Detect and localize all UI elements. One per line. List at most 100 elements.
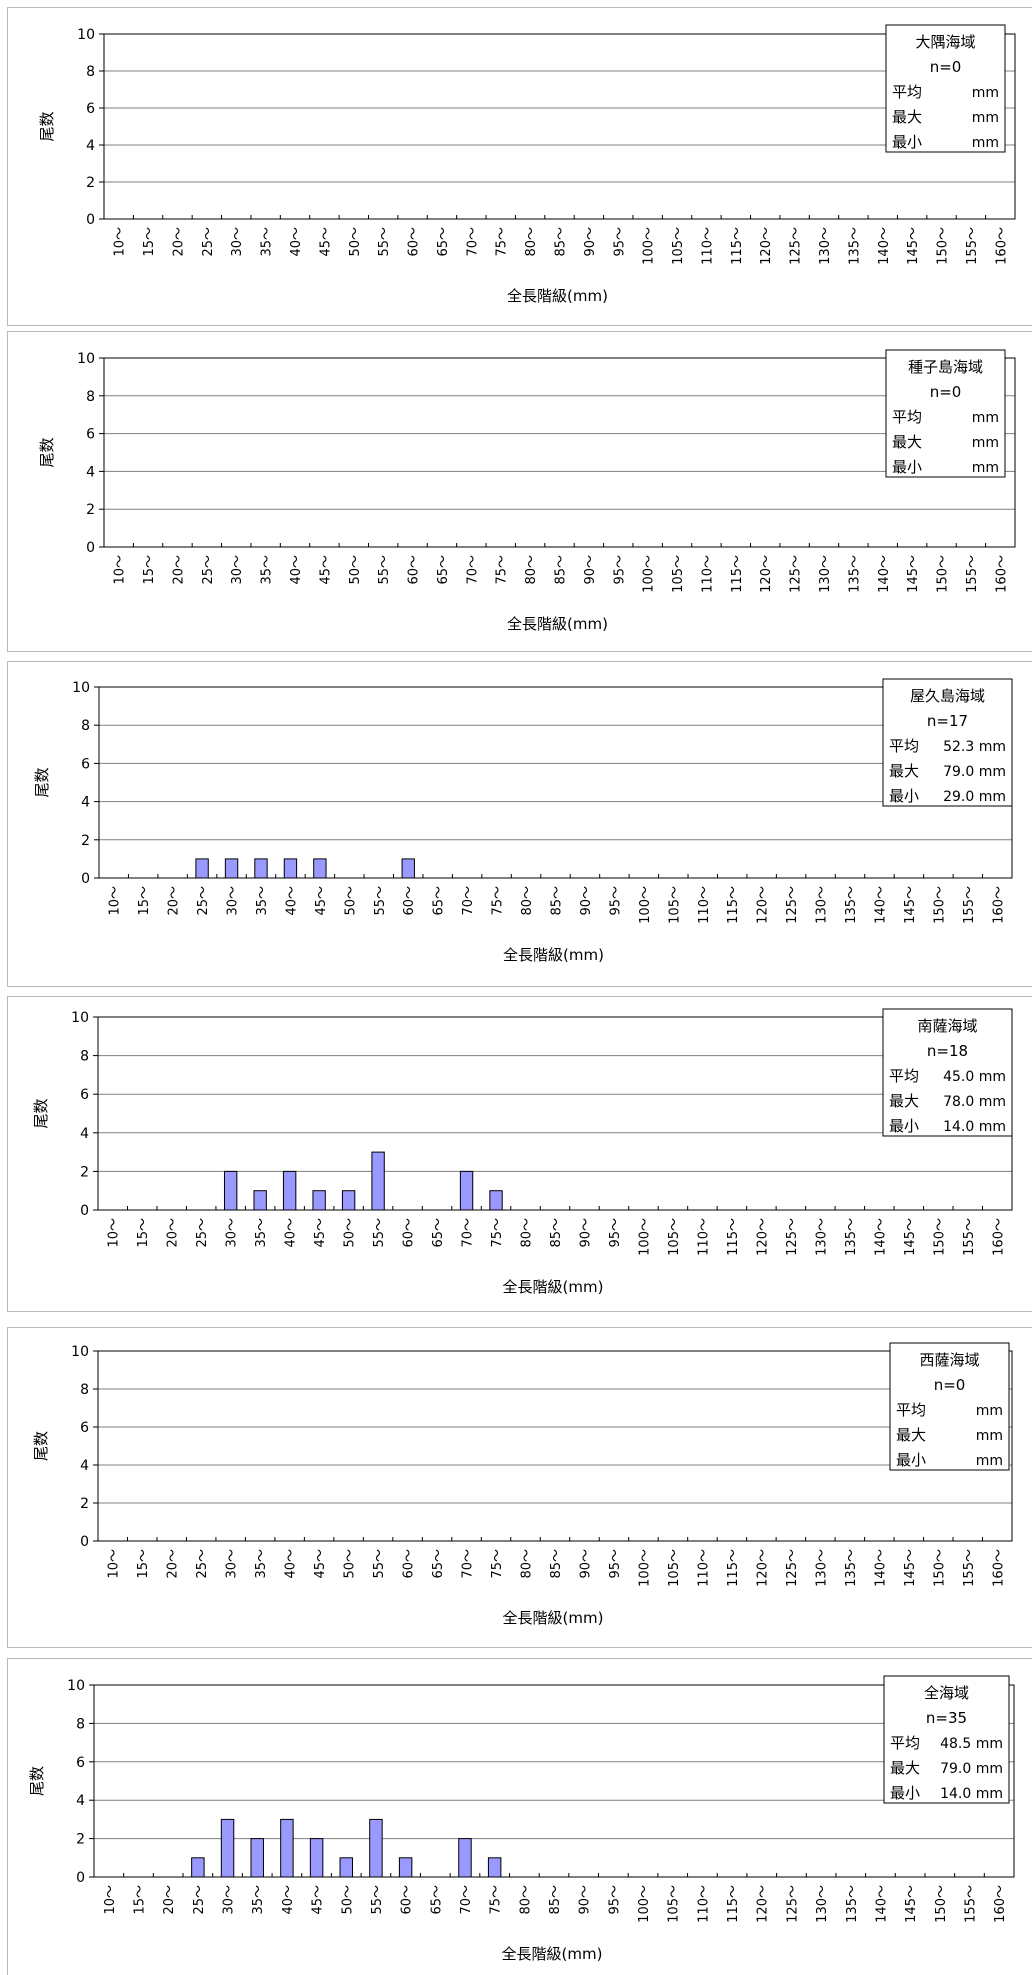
mean-value: mm	[972, 410, 999, 426]
chart-panel-4: 0 2 4 6 8 10 10～ 15～ 20～ 25～ 30～ 35～ 40～ 45～ 50～ 55～ 60～…	[7, 996, 1032, 1312]
x-tick-label: 90～	[583, 555, 598, 585]
y-tick-label: 4	[80, 1458, 89, 1474]
region-name: 南薩海域	[917, 1017, 977, 1035]
x-tick-label: 155～	[965, 227, 980, 265]
x-tick-label: 85～	[548, 1885, 563, 1915]
x-axis-title: 全長階級(mm)	[503, 946, 604, 964]
x-tick-label: 45～	[313, 1218, 328, 1248]
max-label: 最大	[892, 108, 922, 126]
y-tick-label: 6	[76, 1755, 85, 1771]
x-tick-label: 85～	[549, 1549, 564, 1579]
x-tick-label: 50～	[343, 886, 358, 916]
x-tick-label: 90～	[578, 1549, 593, 1579]
mean-value: mm	[972, 85, 999, 101]
x-tick-label: 95～	[608, 886, 623, 916]
x-tick-label: 125～	[785, 886, 800, 924]
x-tick-label: 95～	[608, 1549, 623, 1579]
panel-frame	[7, 331, 1032, 652]
x-tick-label: 120～	[756, 1885, 771, 1923]
x-tick-label: 20～	[167, 886, 182, 916]
x-tick-label: 160～	[991, 1549, 1006, 1587]
panel-frame	[7, 1327, 1032, 1648]
x-tick-label: 100～	[637, 1549, 652, 1587]
x-tick-label: 70～	[461, 886, 476, 916]
x-tick-label: 120～	[759, 555, 774, 593]
stats-box: 大隅海域 n=0 平均 mm 最大 mm 最小 mm	[885, 24, 1006, 153]
x-tick-label: 25～	[195, 1218, 210, 1248]
y-axis-title: 尾数	[38, 111, 56, 141]
x-tick-label: 15～	[133, 1885, 148, 1915]
stats-box: 全海域 n=35 平均 48.5 mm 最大 79.0 mm 最小 14.0 mm	[883, 1675, 1010, 1804]
x-tick-label: 150～	[936, 227, 951, 265]
y-tick-label: 10	[67, 1678, 85, 1694]
x-tick-label: 160～	[993, 1885, 1008, 1923]
mean-label: 平均	[892, 408, 922, 426]
y-tick-label: 10	[77, 27, 95, 43]
x-tick-label: 50～	[343, 1218, 358, 1248]
max-label: 最大	[889, 762, 919, 780]
x-tick-label: 100～	[642, 227, 657, 265]
x-tick-label: 130～	[814, 1218, 829, 1256]
bar-30～	[224, 858, 239, 879]
x-tick-label: 35～	[260, 555, 275, 585]
mean-label: 平均	[892, 83, 922, 101]
x-tick-label: 145～	[904, 1885, 919, 1923]
x-tick-label: 160～	[994, 555, 1009, 593]
x-tick-label: 45～	[318, 555, 333, 585]
x-tick-label: 125～	[785, 1885, 800, 1923]
x-tick-label: 20～	[162, 1885, 177, 1915]
y-tick-label: 10	[72, 680, 90, 696]
stats-box-frame	[885, 349, 1006, 478]
x-tick-label: 60～	[407, 227, 422, 257]
x-tick-label: 100～	[637, 1885, 652, 1923]
bar-35～	[253, 1190, 267, 1211]
x-tick-label: 15～	[137, 886, 152, 916]
x-tick-label: 35～	[260, 227, 275, 257]
max-value: 78.0 mm	[943, 1094, 1006, 1110]
x-tick-label: 75～	[495, 227, 510, 257]
region-name: 屋久島海域	[910, 687, 985, 705]
y-tick-label: 10	[77, 351, 95, 367]
plot-area	[97, 1350, 1013, 1542]
x-tick-label: 25～	[196, 886, 211, 916]
x-tick-label: 75～	[495, 555, 510, 585]
region-name: 全海域	[924, 1684, 969, 1702]
bar-30～	[220, 1818, 235, 1878]
x-tick-label: 70～	[459, 1885, 474, 1915]
x-tick-label: 150～	[932, 886, 947, 924]
x-tick-label: 125～	[785, 1218, 800, 1256]
y-tick-label: 4	[86, 464, 95, 480]
bar-50～	[341, 1190, 356, 1211]
x-tick-label: 70～	[465, 555, 480, 585]
x-tick-label: 135～	[847, 555, 862, 593]
stats-box-frame	[885, 24, 1006, 153]
x-tick-label: 145～	[906, 555, 921, 593]
x-axis-title: 全長階級(mm)	[503, 1278, 604, 1296]
y-tick-label: 4	[86, 138, 95, 154]
chart-panel-5: 0 2 4 6 8 10 10～ 15～ 20～ 25～ 30～ 35～ 40～ 45～ 50～ 55～ 60～…	[7, 1327, 1032, 1648]
x-tick-label: 30～	[230, 227, 245, 257]
x-tick-label: 85～	[554, 227, 569, 257]
x-tick-label: 40～	[289, 555, 304, 585]
x-tick-label: 110～	[697, 886, 712, 924]
x-tick-label: 10～	[113, 227, 128, 257]
stats-box-frame	[889, 1342, 1010, 1471]
x-tick-label: 50～	[343, 1549, 358, 1579]
x-tick-label: 115～	[726, 1549, 741, 1587]
x-tick-label: 15～	[136, 1218, 151, 1248]
x-axis-title: 全長階級(mm)	[507, 615, 608, 633]
bar-60～	[398, 1857, 413, 1878]
max-label: 最大	[889, 1092, 919, 1110]
y-tick-label: 0	[76, 1870, 85, 1886]
y-tick-label: 6	[80, 1420, 89, 1436]
y-axis-title: 尾数	[32, 1098, 50, 1128]
x-tick-label: 110～	[696, 1218, 711, 1256]
x-tick-label: 110～	[700, 227, 715, 265]
y-tick-label: 8	[86, 64, 95, 80]
x-tick-label: 160～	[994, 227, 1009, 265]
bar-45～	[309, 1838, 324, 1878]
y-tick-label: 2	[80, 1164, 89, 1180]
bar-35～	[250, 1838, 264, 1878]
x-tick-label: 115～	[726, 886, 741, 924]
min-label: 最小	[892, 133, 922, 151]
